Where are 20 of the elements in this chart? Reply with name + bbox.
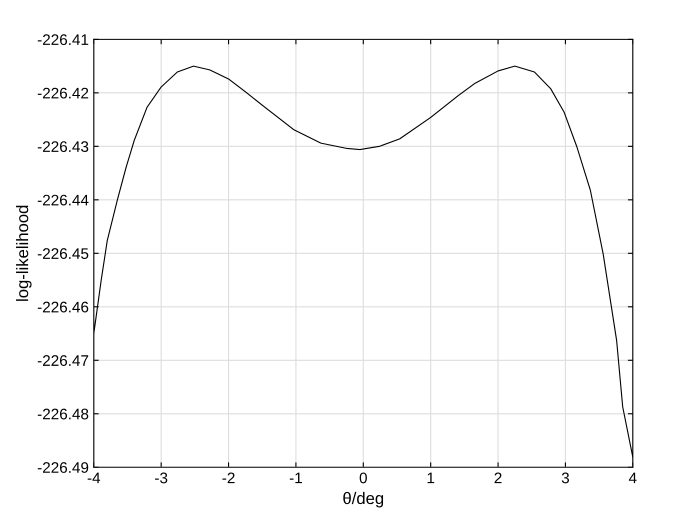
y-tick-label: -226.45 <box>38 248 88 259</box>
x-tick-label: 1 <box>428 472 434 484</box>
x-tick-label: 2 <box>494 472 502 484</box>
x-tick-label: -4 <box>88 472 100 484</box>
x-axis-title: θ/deg <box>343 492 384 508</box>
y-tick-label: -226.44 <box>38 194 88 206</box>
y-tick-label: -226.48 <box>38 408 88 420</box>
y-tick-label: -226.42 <box>38 88 88 99</box>
y-tick-label: -226.46 <box>38 302 88 312</box>
x-tick-label: 0 <box>360 472 367 484</box>
x-tick-label: 3 <box>562 472 569 484</box>
x-tick-label: -2 <box>222 472 235 484</box>
y-axis-title: log-likelihood <box>16 206 32 301</box>
y-tick-label: -226.47 <box>38 355 88 366</box>
y-tick-label: -226.49 <box>38 462 88 473</box>
x-tick-label: -3 <box>155 472 168 484</box>
x-tick-label: -1 <box>290 472 302 484</box>
y-tick-label: -226.41 <box>38 34 88 46</box>
y-tick-label: -226.43 <box>38 141 88 152</box>
x-tick-label: 4 <box>628 472 637 484</box>
